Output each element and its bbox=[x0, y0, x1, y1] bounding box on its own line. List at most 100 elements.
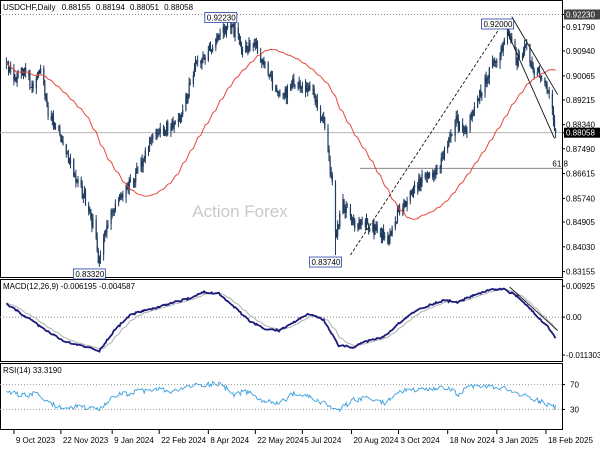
candle-body bbox=[372, 222, 374, 232]
candle-body bbox=[17, 73, 19, 74]
candle-body bbox=[409, 191, 411, 201]
candle-body bbox=[297, 82, 299, 88]
candle-body bbox=[291, 83, 293, 89]
candle-body bbox=[432, 172, 434, 178]
candle-body bbox=[35, 78, 37, 89]
time-tick-label: 22 Feb 2024 bbox=[161, 436, 206, 445]
candle-body bbox=[105, 231, 107, 233]
candle-body bbox=[441, 157, 443, 159]
candle-body bbox=[447, 146, 449, 149]
candle-body bbox=[518, 54, 520, 58]
candle-body bbox=[455, 116, 457, 121]
candle-body bbox=[314, 95, 316, 103]
candle-body bbox=[451, 135, 453, 136]
candle-body bbox=[324, 122, 326, 128]
candle-body bbox=[337, 224, 339, 237]
candle-body bbox=[395, 221, 397, 223]
candle-body bbox=[113, 210, 115, 212]
candle-body bbox=[463, 130, 465, 132]
candle-body bbox=[343, 199, 345, 211]
candle-body bbox=[45, 95, 47, 99]
candle-body bbox=[443, 148, 446, 157]
candle-body bbox=[155, 133, 157, 135]
candle-body bbox=[434, 172, 436, 175]
candle-body bbox=[219, 32, 221, 35]
candle-body bbox=[349, 207, 352, 216]
candle-body bbox=[158, 132, 160, 134]
candle-body bbox=[248, 43, 250, 52]
candle-body bbox=[239, 40, 241, 45]
candle-body bbox=[241, 49, 244, 52]
candle-body bbox=[338, 224, 340, 227]
candle-body bbox=[442, 156, 445, 158]
candle-body bbox=[98, 261, 100, 264]
candle-body bbox=[300, 88, 302, 89]
candle-body bbox=[52, 115, 55, 125]
candle-body bbox=[137, 167, 139, 169]
candle-body bbox=[545, 82, 547, 84]
candle-body bbox=[421, 173, 423, 184]
candle-body bbox=[346, 207, 348, 208]
candle-body bbox=[531, 62, 533, 66]
candle-body bbox=[360, 220, 362, 226]
price-tick-label: 0.90940 bbox=[566, 47, 595, 56]
candle-body bbox=[413, 184, 416, 188]
candle-body bbox=[262, 59, 264, 65]
candle-body bbox=[182, 109, 184, 115]
candle-body bbox=[267, 62, 269, 75]
candle-body bbox=[177, 119, 180, 122]
candle-body bbox=[533, 70, 535, 76]
candle-body bbox=[351, 218, 354, 223]
axis-layer: 0.92230 0.91790 0.90940 0.90065 0.89215 0.883… bbox=[13, 9, 600, 445]
candle-body bbox=[60, 134, 62, 142]
candle-body bbox=[507, 27, 510, 34]
candle-body bbox=[496, 61, 498, 63]
candle-body bbox=[152, 134, 154, 139]
candle-body bbox=[427, 172, 430, 177]
candle-body bbox=[536, 72, 539, 76]
candle-body bbox=[412, 187, 415, 192]
candle-body bbox=[144, 150, 146, 159]
candle-body bbox=[526, 44, 528, 45]
candle-body bbox=[544, 78, 546, 83]
candle-body bbox=[117, 200, 120, 204]
candle-body bbox=[174, 121, 176, 125]
candle-body bbox=[232, 23, 234, 26]
candle-body bbox=[525, 44, 527, 46]
candle-body bbox=[551, 93, 553, 110]
candle-body bbox=[491, 61, 494, 68]
candle-body bbox=[136, 168, 138, 173]
candle-body bbox=[553, 120, 556, 129]
macd-layer bbox=[0, 286, 562, 353]
candle-body bbox=[334, 182, 337, 233]
candle-body bbox=[80, 179, 82, 187]
candle-body bbox=[165, 133, 167, 135]
candle-body bbox=[141, 160, 143, 167]
candle-body bbox=[215, 39, 217, 48]
candle-body bbox=[335, 232, 338, 237]
price-layer: 0.92230 0.83320 0.83740 0.92000 61.8 bbox=[0, 12, 569, 280]
candle-body bbox=[506, 27, 509, 40]
candle-body bbox=[493, 60, 495, 62]
candle-body bbox=[321, 118, 323, 120]
time-tick-label: 5 Jul 2024 bbox=[304, 436, 341, 445]
candle-body bbox=[32, 83, 34, 89]
candle-body bbox=[364, 220, 367, 227]
candle-body bbox=[166, 122, 168, 135]
macd-tick-label: -0.011303 bbox=[566, 351, 600, 360]
annotation-box bbox=[481, 18, 514, 30]
candle-body bbox=[470, 115, 472, 119]
candle-body bbox=[554, 129, 557, 133]
ohlc-high: 0.88194 bbox=[96, 3, 125, 12]
candle-body bbox=[391, 227, 393, 235]
candle-body bbox=[73, 159, 75, 177]
candle-body bbox=[104, 231, 106, 238]
candle-body bbox=[486, 77, 488, 84]
candle-body bbox=[465, 127, 467, 134]
price-tick-label: 0.87490 bbox=[566, 145, 595, 154]
candle-body bbox=[249, 43, 251, 48]
candle-body bbox=[53, 124, 56, 127]
time-tick-label: 3 Jan 2025 bbox=[499, 436, 539, 445]
candle-body bbox=[282, 93, 284, 95]
